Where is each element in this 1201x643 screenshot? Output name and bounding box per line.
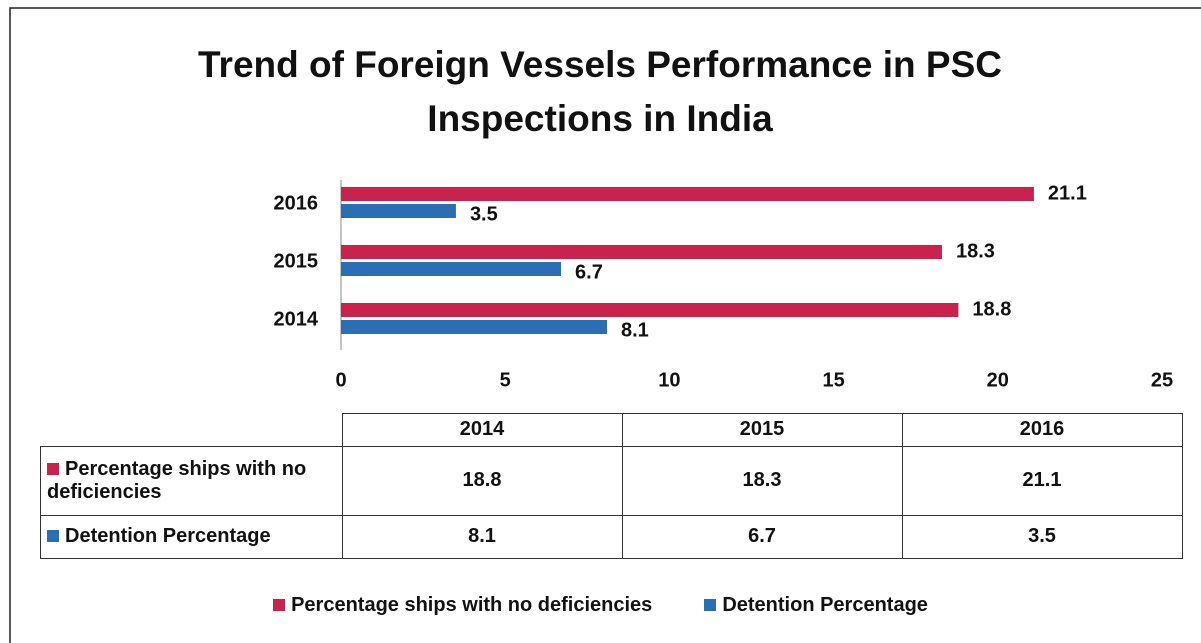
- table-value-cell: 6.7: [621, 514, 903, 559]
- bar: [341, 262, 562, 276]
- bar: [341, 303, 959, 317]
- legend-item: Percentage ships with no deficiencies: [273, 594, 652, 616]
- table-value-cell: 3.5: [901, 514, 1183, 559]
- y-tick-label: 2014: [274, 308, 319, 330]
- legend-swatch: [273, 599, 286, 611]
- bar: [341, 187, 1034, 201]
- x-tick-label: 15: [822, 369, 844, 391]
- data-label: 18.3: [956, 240, 995, 262]
- table-header-cell: 2014: [341, 413, 623, 447]
- table-legend-swatch: [47, 530, 59, 542]
- data-label: 3.5: [470, 203, 498, 225]
- table-corner: [40, 413, 343, 447]
- x-tick-label: 5: [500, 369, 511, 391]
- data-table: 2014 2015 2016 Percentage ships with no def…: [40, 413, 1183, 559]
- table-series-cell: Detention Percentage: [40, 514, 343, 559]
- table-series-cell: Percentage ships with no deficiencies: [40, 445, 343, 516]
- table-value-cell: 18.8: [341, 445, 623, 516]
- data-label: 18.8: [972, 298, 1011, 320]
- x-tick-label: 20: [987, 369, 1009, 391]
- table-value-cell: 21.1: [901, 445, 1183, 516]
- table-row: Percentage ships with no deficiencies 18.…: [40, 445, 1183, 516]
- table-legend-swatch: [47, 462, 59, 475]
- legend-item: Detention Percentage: [704, 594, 928, 616]
- legend-label: Detention Percentage: [722, 594, 928, 616]
- legend: Percentage ships with no deficiencies Det…: [0, 594, 1201, 617]
- table-series-name: Percentage ships with no deficiencies: [47, 457, 307, 503]
- x-tick-label: 0: [335, 369, 346, 391]
- bar: [341, 320, 608, 334]
- table-header-row: 2014 2015 2016: [40, 413, 1183, 447]
- bar: [341, 245, 942, 259]
- y-tick-label: 2015: [274, 250, 319, 272]
- x-tick-label: 10: [658, 369, 680, 391]
- table-series-name: Detention Percentage: [65, 525, 271, 547]
- table-value-cell: 8.1: [341, 514, 623, 559]
- data-label: 8.1: [621, 319, 649, 341]
- legend-label: Percentage ships with no deficiencies: [291, 594, 653, 616]
- data-label: 21.1: [1048, 182, 1087, 204]
- legend-swatch: [704, 599, 717, 611]
- table-value-cell: 18.3: [621, 445, 903, 516]
- table-header-cell: 2015: [621, 413, 903, 447]
- y-tick-label: 2016: [274, 192, 319, 214]
- data-label: 6.7: [575, 261, 603, 283]
- x-tick-label: 25: [1151, 369, 1173, 391]
- chart-frame: [9, 7, 1201, 643]
- table-header-cell: 2016: [901, 413, 1183, 447]
- chart-title: Trend of Foreign Vessels Performance in …: [198, 44, 1002, 139]
- bar: [341, 204, 456, 218]
- table-row: Detention Percentage 8.1 6.7 3.5: [40, 514, 1183, 559]
